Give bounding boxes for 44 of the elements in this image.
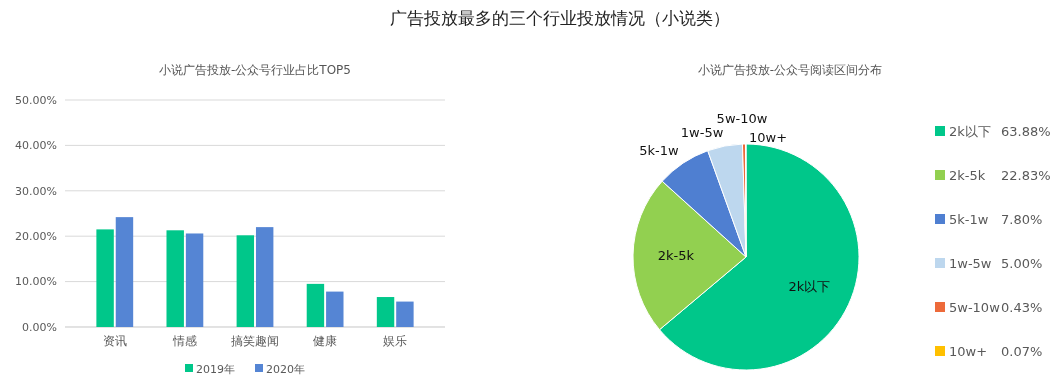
data-label: 5.00% <box>1001 255 1043 271</box>
slice-label: 5w-10w <box>716 110 768 126</box>
bar <box>376 297 395 327</box>
data-label: 0.07% <box>1001 343 1043 359</box>
data-label: 0.43% <box>1001 299 1043 315</box>
bar <box>306 283 325 327</box>
bar <box>326 291 344 327</box>
bar <box>115 217 134 327</box>
y-tick-label: 0.00% <box>22 320 57 334</box>
x-tick-label: 资讯 <box>102 334 127 348</box>
legend-label: 2020年 <box>266 362 305 376</box>
bar <box>96 229 114 327</box>
legend-label: 2019年 <box>196 362 235 376</box>
slice-label: 5k-1w <box>639 143 679 159</box>
legend-label: 5k-1w <box>949 211 989 227</box>
legend-label: 1w-5w <box>949 255 992 271</box>
bar <box>185 233 204 327</box>
slice-label: 2k以下 <box>788 279 831 295</box>
y-tick-label: 40.00% <box>15 139 57 153</box>
y-tick-label: 20.00% <box>15 230 57 244</box>
data-label: 7.80% <box>1001 211 1043 227</box>
text: 广告投放最多的三个行业投放情况（小说类） <box>390 8 730 28</box>
x-tick-label: 娱乐 <box>383 334 408 348</box>
bar <box>236 235 255 327</box>
legend-label: 2k以下 <box>949 123 991 139</box>
x-tick-label: 健康 <box>313 334 338 348</box>
x-tick-label: 搞笑趣闻 <box>231 334 279 348</box>
x-tick-label: 情感 <box>171 334 197 348</box>
bar <box>255 227 274 327</box>
bar <box>166 230 184 327</box>
chart-subtitle: 小说广告投放-公众号行业占比TOP5 <box>159 63 351 77</box>
slice-label: 1w-5w <box>680 124 724 140</box>
data-label: 22.83% <box>1001 167 1051 183</box>
slice-label: 10w+ <box>749 129 788 145</box>
y-tick-label: 30.00% <box>15 184 57 198</box>
y-tick-label: 10.00% <box>15 275 57 289</box>
y-tick-label: 50.00% <box>15 93 57 107</box>
data-label: 63.88% <box>1001 123 1051 139</box>
legend-label: 10w+ <box>949 343 988 359</box>
slice-label: 2k-5k <box>657 248 695 264</box>
chart-title: 小说广告投放-公众号阅读区间分布 <box>697 63 883 77</box>
legend-label: 2k-5k <box>949 167 986 183</box>
bar <box>396 301 414 327</box>
legend-label: 5w-10w <box>949 299 1001 315</box>
